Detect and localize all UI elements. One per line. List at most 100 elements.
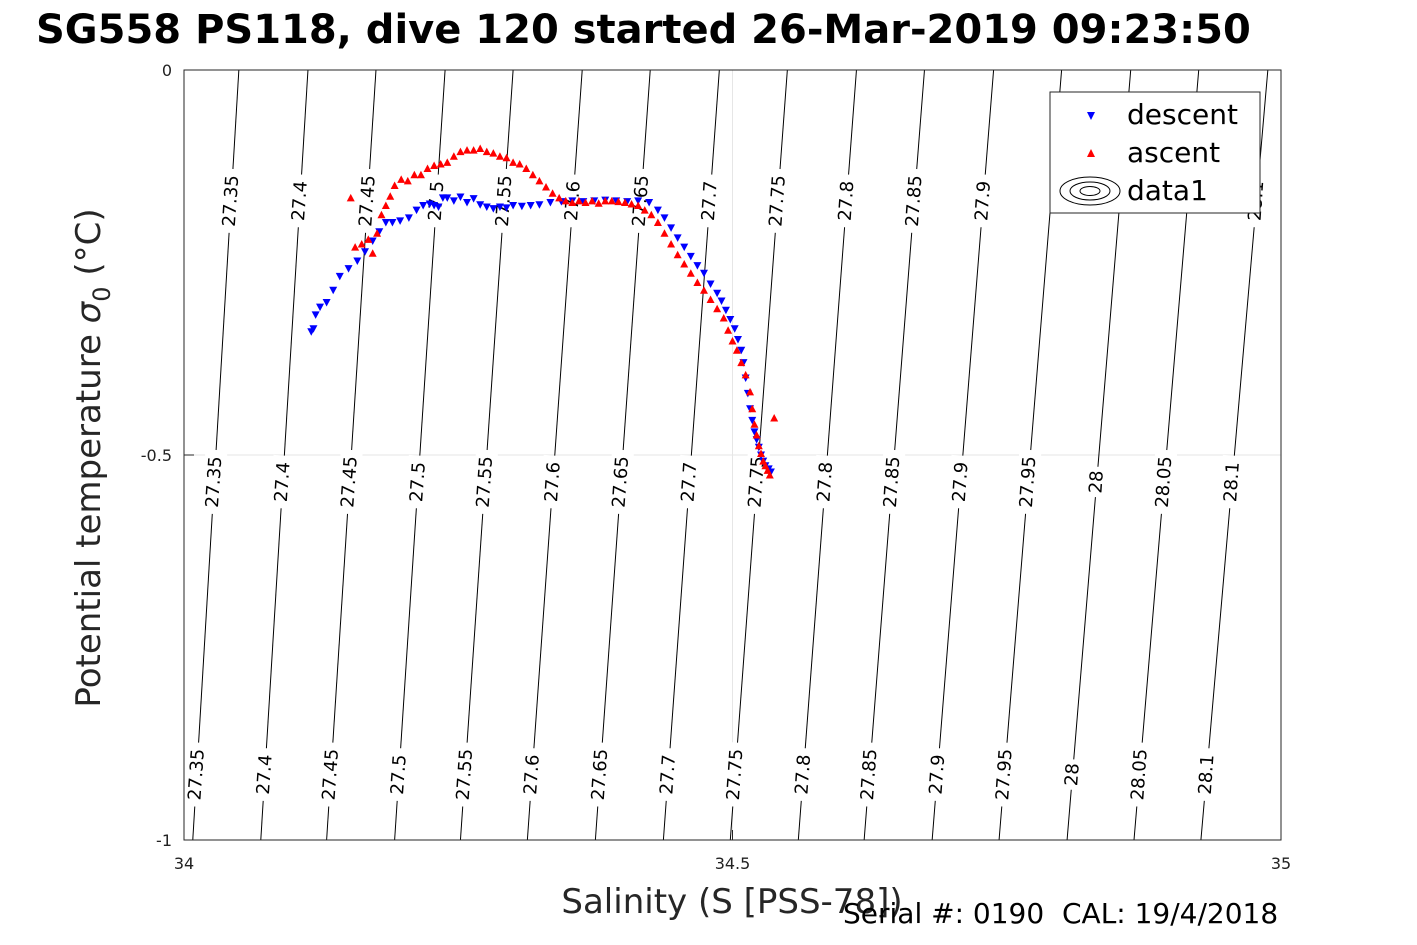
- descent-point-7: [344, 265, 353, 273]
- legend: descent ascent data1: [1049, 91, 1261, 214]
- contour-label-2-7: 27.7: [656, 754, 680, 795]
- contour-label-2-15: 28.1: [1195, 754, 1219, 795]
- descent-point-24: [456, 193, 465, 202]
- ascent-point-43: [614, 197, 623, 206]
- axis-ticks: 34 34.5 35 0 -0.5 -1: [141, 61, 1291, 873]
- descent-point-52: [693, 262, 702, 270]
- contour-label-1-10: 27.85: [880, 456, 905, 509]
- ascent-point-14: [423, 164, 432, 173]
- descent-point-49: [673, 234, 682, 242]
- ascent-point-7: [381, 201, 390, 210]
- ascent-point-22: [476, 144, 485, 153]
- contour-label-bg-0-8: [764, 168, 791, 234]
- ascent-point-30: [528, 170, 537, 179]
- contour-label-2-14: 28.05: [1127, 748, 1152, 801]
- ascent-point-54: [686, 269, 695, 277]
- contour-label-2-8: 27.75: [723, 748, 748, 801]
- contour-label-1-11: 27.9: [949, 461, 973, 502]
- descent-point-48: [667, 224, 676, 232]
- descent-point-3: [316, 303, 325, 312]
- contour-label-1-7: 27.7: [678, 461, 702, 502]
- ascent-point-13: [416, 170, 425, 179]
- contour-label-0-10: 27.85: [902, 174, 927, 227]
- descent-point-27: [476, 201, 485, 209]
- contour-label-2-9: 27.8: [791, 754, 815, 795]
- y-axis-label-subscript: 0: [88, 286, 116, 301]
- contour-label-bg-2-1: [251, 747, 278, 802]
- contour-label-1-5: 27.6: [541, 461, 565, 502]
- legend-descent-marker: [1087, 112, 1095, 120]
- contour-label-bg-2-3: [386, 747, 412, 802]
- ascent-point-49: [653, 218, 662, 226]
- descent-point-4: [322, 299, 331, 307]
- descent-point-6: [335, 272, 344, 281]
- ascent-point-47: [640, 206, 649, 214]
- ascent-point-44: [620, 198, 629, 206]
- descent-point-59: [730, 325, 739, 333]
- descent-point-8: [353, 257, 362, 265]
- contour-label-bg-2-11: [924, 747, 951, 802]
- descent-point-30: [495, 203, 504, 212]
- ascent-point-20: [463, 146, 472, 154]
- descent-point-57: [721, 306, 730, 315]
- ascent-point-33: [548, 189, 557, 197]
- ascent-point-4: [368, 249, 377, 257]
- contour-label-bg-2-9: [790, 747, 817, 802]
- contour-label-bg-2-15: [1193, 747, 1220, 802]
- contour-label-2-11: 27.9: [926, 754, 950, 795]
- contour-label-bg-1-14: [1150, 449, 1178, 515]
- contour-label-2-0: 27.35: [184, 748, 209, 801]
- contour-label-bg-1-10: [878, 449, 906, 515]
- contour-label-1-12: 27.95: [1016, 456, 1041, 509]
- ascent-point-67: [750, 420, 759, 428]
- y-axis-label-text: Potential temperature: [69, 323, 109, 707]
- contour-label-bg-0-6: [627, 168, 655, 234]
- ascent-point-11: [403, 176, 412, 185]
- ascent-point-25: [495, 152, 504, 160]
- descent-point-13: [388, 218, 397, 227]
- ascent-point-29: [522, 164, 531, 173]
- y-tick-label-1: -0.5: [141, 446, 172, 465]
- contour-label-1-9: 27.8: [813, 461, 837, 502]
- descent-point-14: [396, 217, 405, 225]
- ascent-point-65: [746, 387, 755, 396]
- ascent-point-18: [449, 152, 458, 160]
- descent-point-34: [526, 202, 535, 210]
- ascent-point-16: [436, 159, 445, 168]
- ascent-point-28: [515, 159, 524, 168]
- contour-label-bg-2-14: [1126, 741, 1153, 808]
- ascent-point-46: [634, 201, 643, 210]
- descent-point-61: [737, 346, 746, 355]
- descent-point-5: [329, 286, 338, 295]
- descent-point-1: [309, 325, 318, 333]
- descent-point-47: [660, 214, 669, 222]
- descent-point-32: [509, 202, 518, 210]
- x-axis-label: Salinity (S [PSS-78]): [561, 882, 902, 922]
- ascent-point-40: [594, 199, 603, 207]
- contour-label-bg-0-2: [354, 168, 381, 234]
- ascent-point-57: [706, 295, 715, 303]
- ascent-point-61: [728, 337, 737, 345]
- descent-point-10: [368, 237, 377, 245]
- ascent-point-68: [752, 430, 761, 439]
- contour-label-1-14: 28.05: [1152, 456, 1177, 509]
- contour-label-0-3: 27.5: [425, 180, 449, 221]
- ascent-point-9: [390, 181, 399, 189]
- y-tick-label-2: -1: [156, 831, 172, 850]
- legend-data1-label: data1: [1127, 174, 1208, 207]
- legend-box: [1049, 91, 1261, 214]
- ascent-point-1: [351, 243, 360, 251]
- ascent-point-39: [588, 196, 597, 205]
- descent-point-50: [680, 243, 689, 252]
- contour-label-0-9: 27.8: [835, 180, 859, 221]
- descent-point-29: [489, 205, 498, 213]
- ascent-point-69: [754, 441, 763, 450]
- contour-label-bg-2-4: [451, 741, 479, 808]
- density-contour-labels: 27.35 27.4 27.45 27.5 27.55 27.6 27.65 27.7 27.7…: [183, 168, 1270, 808]
- contour-label-bg-0-7: [697, 173, 723, 229]
- contour-label-1-13: 28: [1085, 470, 1108, 494]
- serial-calibration-note: Serial #: 0190 CAL: 19/4/2018: [843, 897, 1279, 930]
- ascent-point-63: [737, 358, 746, 367]
- descent-point-31: [502, 204, 511, 212]
